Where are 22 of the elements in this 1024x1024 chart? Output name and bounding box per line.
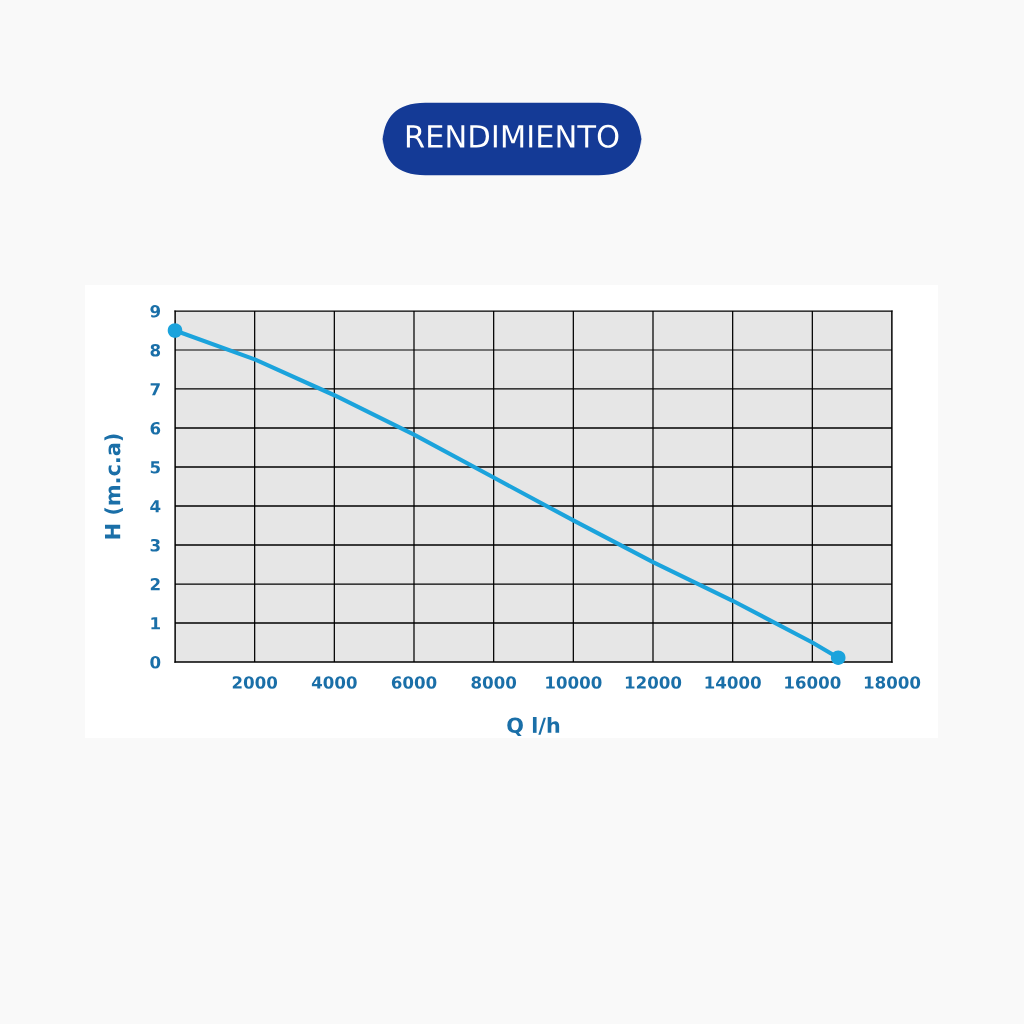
x-tick-label: 2000: [232, 676, 278, 689]
x-tick-label: 12000: [625, 676, 682, 689]
y-tick-label: 0: [150, 655, 161, 669]
x-tick-label: 6000: [391, 676, 437, 689]
x-tick-label: 16000: [785, 676, 841, 689]
y-tick-label: 2: [150, 577, 160, 591]
x-tick-label: 10000: [546, 676, 602, 689]
y-tick-label: 4: [150, 500, 161, 513]
y-tick-label: 9: [150, 304, 161, 318]
y-tick-label: 1: [151, 617, 160, 630]
chart-title: RENDIMIENTO: [406, 124, 619, 148]
x-axis-title: Q l/h: [507, 717, 560, 736]
x-tick-label: 18000: [864, 676, 921, 689]
x-tick-label: 4000: [311, 676, 357, 689]
x-tick-label: 14000: [705, 676, 761, 689]
y-tick-label: 3: [150, 538, 160, 552]
y-axis-title: H (m.c.a): [104, 434, 123, 539]
y-tick-label: 6: [150, 421, 161, 435]
x-tick-label: 8000: [471, 676, 517, 689]
y-tick-label: 5: [150, 461, 160, 474]
y-tick-label: 8: [150, 343, 161, 357]
y-tick-label: 7: [150, 383, 160, 396]
